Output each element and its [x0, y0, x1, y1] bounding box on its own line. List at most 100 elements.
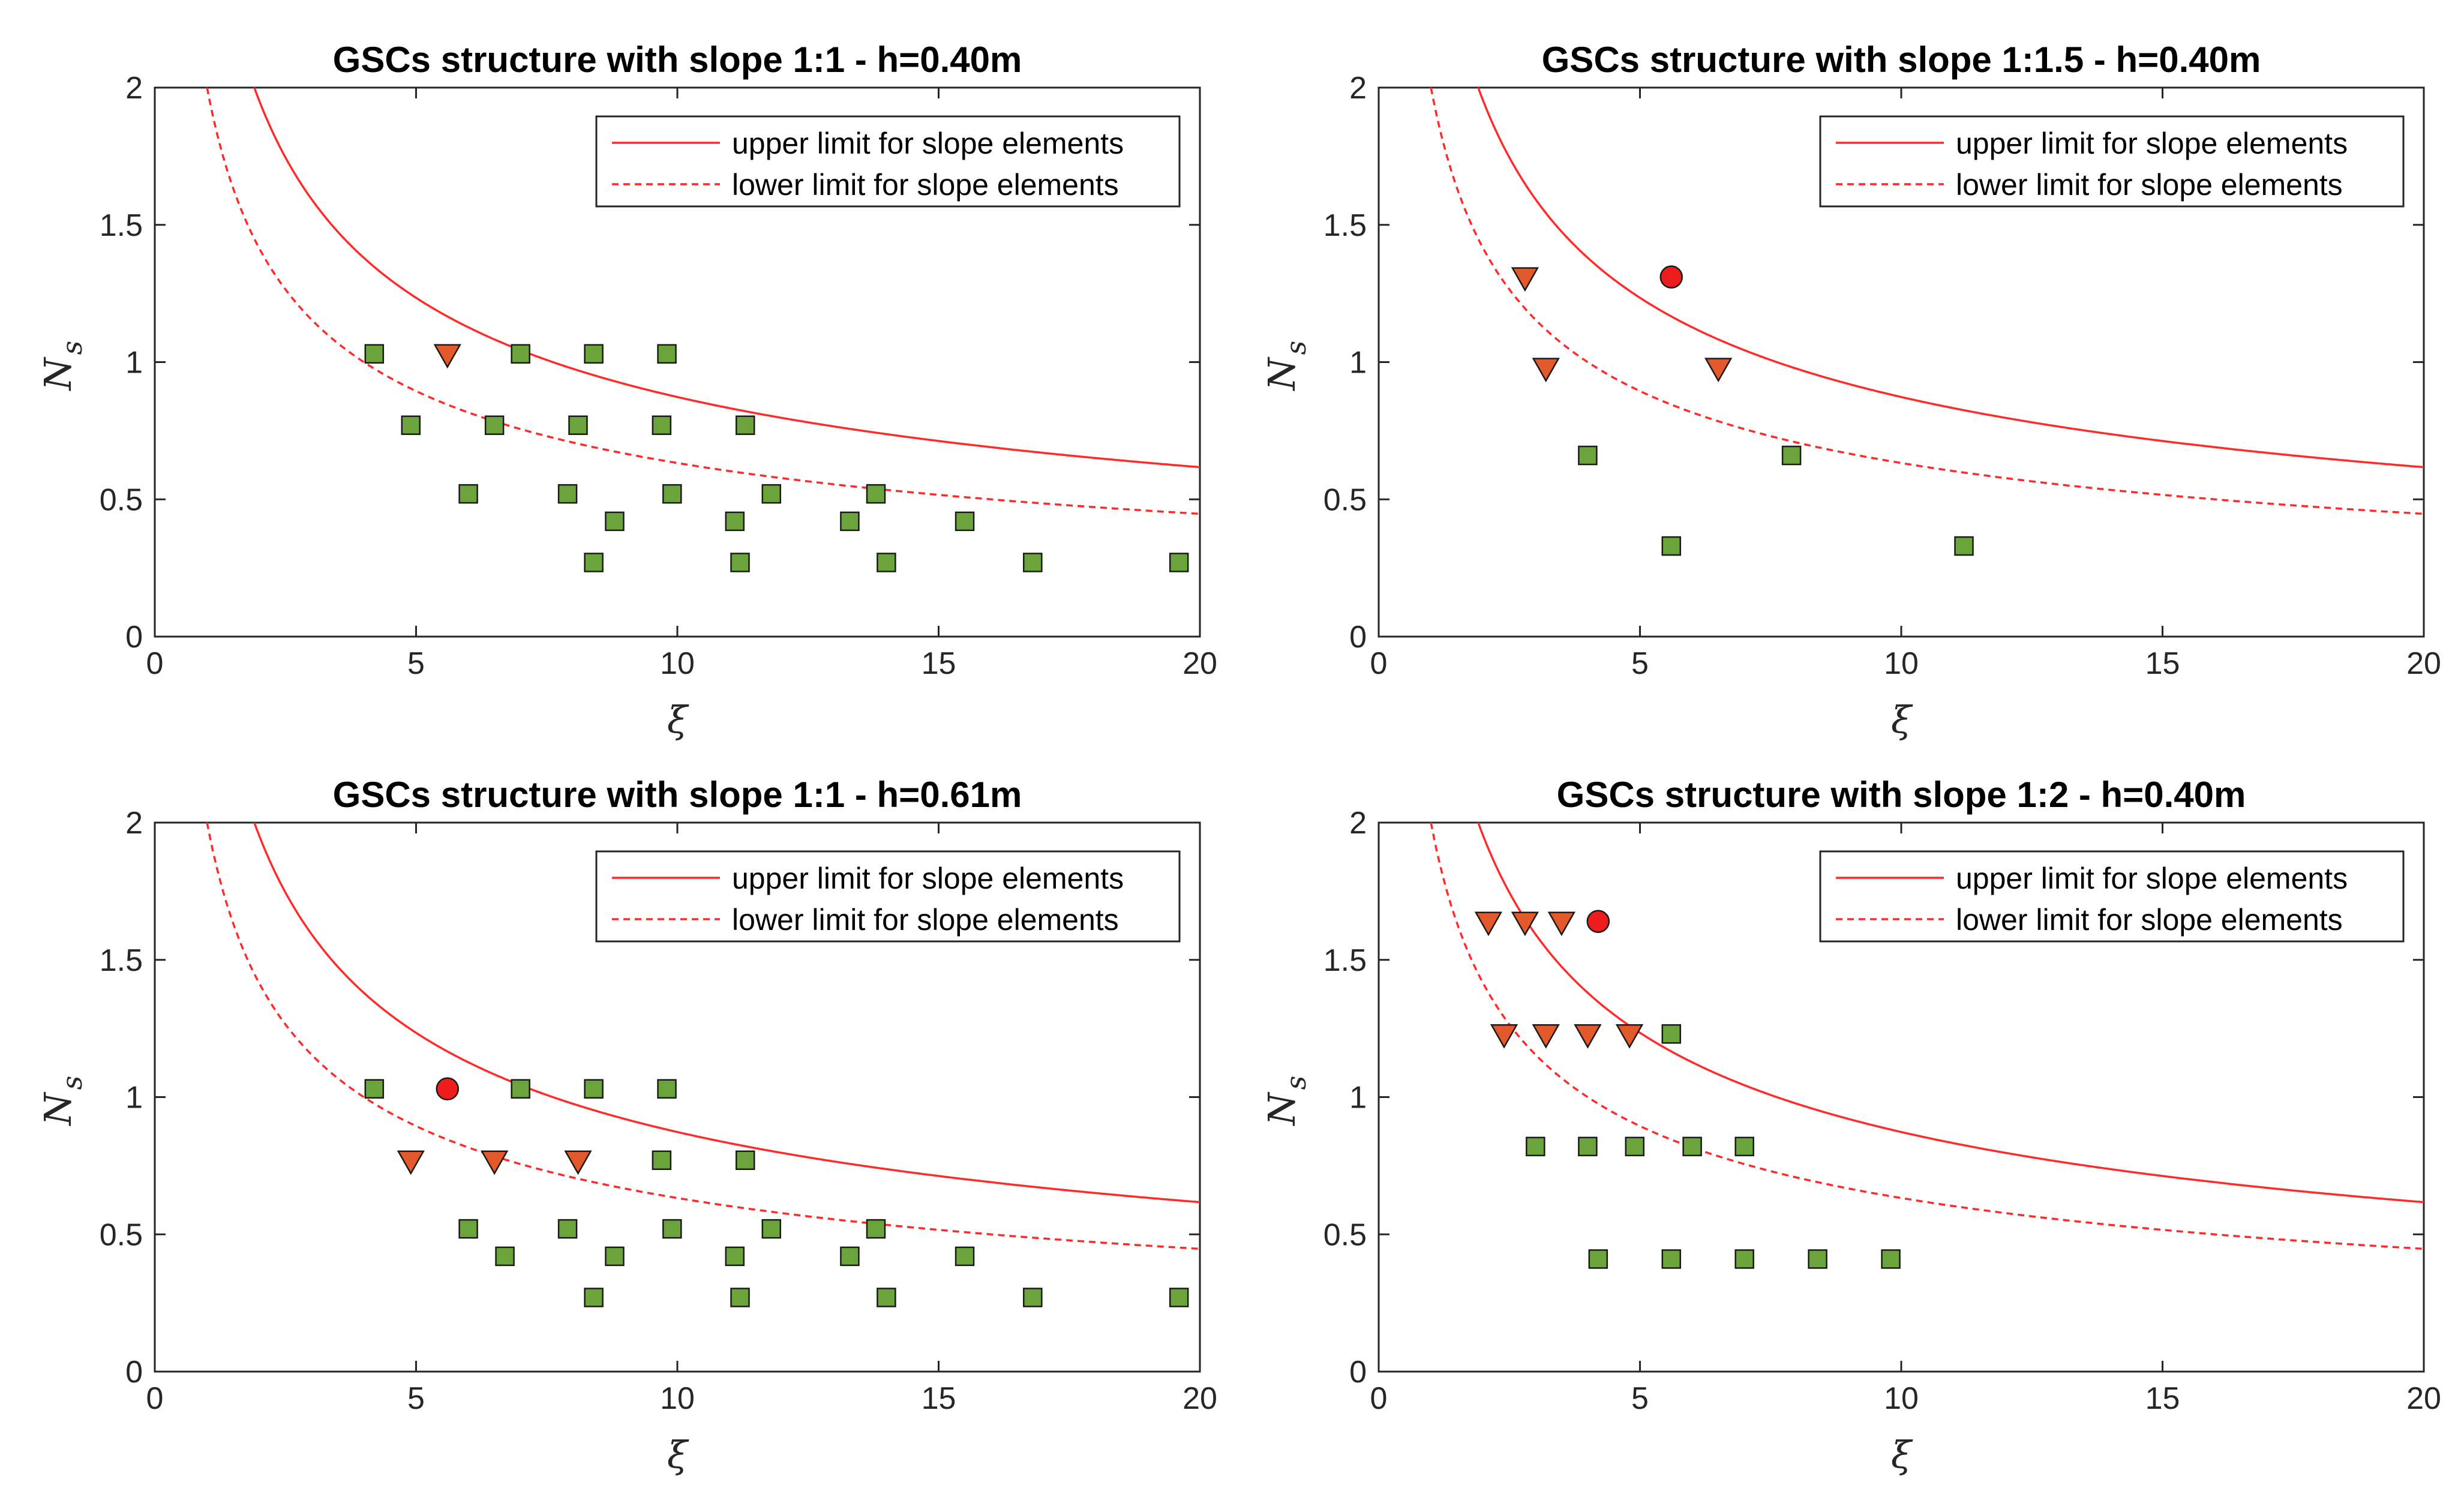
- chart-3-lower-limit-line: [206, 823, 1200, 1250]
- chart-4-square-marker: [1526, 1136, 1545, 1157]
- chart-3-square-marker: [458, 1219, 478, 1239]
- chart-4-triangle-marker: [1490, 1024, 1518, 1049]
- chart-1-y-tick-label: 1: [125, 346, 143, 380]
- chart-1-square-marker: [568, 415, 588, 435]
- chart-4: 0 5 10 15 20 0 0.5 1 1.5 2 ξ Ns GSCs structure with …: [1260, 775, 2441, 1477]
- chart-1-x-tick-label: 15: [922, 646, 956, 681]
- chart-1-square-marker: [730, 553, 750, 572]
- chart-4-square-marker: [1734, 1136, 1754, 1157]
- chart-1-square-marker: [364, 344, 385, 364]
- chart-4-legend-lower-label: lower limit for slope elements: [1956, 903, 2343, 937]
- chart-3-x-axis-label: ξ: [667, 1433, 689, 1477]
- chart-4-square-marker: [1808, 1249, 1827, 1269]
- chart-1-x-tick-label: 20: [1183, 646, 1217, 681]
- chart-2-x-tick-label: 15: [2145, 646, 2180, 681]
- chart-3-circle-marker: [436, 1077, 460, 1101]
- chart-1-square-marker: [1023, 553, 1043, 572]
- chart-3-square-marker: [840, 1246, 860, 1267]
- chart-3-square-marker: [584, 1079, 604, 1099]
- chart-3-triangle-marker: [564, 1150, 592, 1175]
- chart-3-y-axis-label: Ns: [36, 1076, 88, 1127]
- chart-2-triangle-marker: [1532, 358, 1560, 383]
- chart-4-title: GSCs structure with slope 1:2 - h=0.40m: [1557, 775, 2246, 815]
- chart-4-circle-marker: [1586, 910, 1610, 933]
- chart-4-legend-upper-label: upper limit for slope elements: [1956, 862, 2348, 895]
- chart-2-x-tick-label: 20: [2406, 646, 2441, 681]
- chart-4-y-tick-label: 1.5: [1323, 943, 1367, 978]
- chart-2-legend-lower-label: lower limit for slope elements: [1956, 168, 2343, 202]
- chart-3-x-tick-label: 0: [146, 1381, 164, 1416]
- chart-1-square-marker: [725, 511, 745, 532]
- chart-1-square-marker: [401, 415, 421, 435]
- chart-4-triangle-marker: [1547, 911, 1575, 937]
- chart-4-y-axis-label: Ns: [1260, 1076, 1312, 1127]
- chart-4-square-marker: [1682, 1136, 1702, 1157]
- chart-2-x-tick-label: 10: [1884, 646, 1919, 681]
- chart-4-triangle-marker: [1511, 911, 1539, 937]
- chart-1-square-marker: [484, 415, 505, 435]
- chart-3-y-tick-label: 0: [125, 1355, 143, 1390]
- chart-1-square-marker: [955, 511, 975, 532]
- chart-4-x-tick-label: 5: [1631, 1381, 1649, 1416]
- chart-2-y-tick-label: 0: [1349, 620, 1367, 655]
- chart-3-square-marker: [584, 1288, 604, 1307]
- chart-1-square-marker: [458, 484, 478, 504]
- chart-2-lower-limit-line: [1430, 88, 2424, 515]
- chart-1-square-marker: [657, 344, 677, 364]
- chart-2-title: GSCs structure with slope 1:1.5 - h=0.40…: [1542, 40, 2261, 80]
- chart-2-legend: upper limit for slope elements lower limi…: [1819, 115, 2405, 208]
- chart-3-legend-box: [595, 850, 1181, 943]
- chart-1-legend-box: [595, 115, 1181, 208]
- chart-4-x-tick-label: 15: [2145, 1381, 2180, 1416]
- chart-4-y-tick-label: 1: [1349, 1081, 1367, 1115]
- chart-3-legend-lower-label: lower limit for slope elements: [732, 903, 1119, 937]
- chart-3-y-axis-label-main: N: [36, 1091, 80, 1127]
- chart-1-x-axis-label: ξ: [667, 698, 689, 742]
- chart-3-y-tick-label: 1.5: [100, 943, 143, 978]
- chart-1-square-marker: [662, 484, 682, 504]
- chart-1-y-axis-label-sub: s: [56, 341, 88, 355]
- chart-4-y-tick-label: 2: [1349, 806, 1367, 841]
- chart-1-legend-lower-label: lower limit for slope elements: [732, 168, 1119, 202]
- chart-3-square-marker: [866, 1219, 886, 1239]
- chart-4-square-marker: [1734, 1249, 1754, 1269]
- chart-1-y-tick-label: 1.5: [100, 208, 143, 243]
- chart-2-square-marker: [1954, 536, 1974, 556]
- chart-3-square-marker: [657, 1079, 677, 1099]
- chart-2-legend-box: [1819, 115, 2405, 208]
- chart-3-title: GSCs structure with slope 1:1 - h=0.61m: [333, 775, 1022, 815]
- chart-4-triangle-marker: [1615, 1024, 1644, 1049]
- chart-2-triangle-marker: [1511, 267, 1539, 292]
- chart-1-square-marker: [511, 344, 530, 364]
- chart-1-square-marker: [652, 415, 672, 435]
- chart-2-upper-limit-line: [1477, 88, 2424, 469]
- chart-3-square-marker: [730, 1288, 750, 1307]
- chart-4-square-marker: [1661, 1249, 1682, 1269]
- chart-1-legend-upper-label: upper limit for slope elements: [732, 127, 1124, 160]
- chart-2-triangle-marker: [1704, 358, 1733, 383]
- chart-1-lower-limit-line: [206, 88, 1200, 515]
- chart-1-square-marker: [877, 553, 896, 572]
- chart-1-x-tick-label: 0: [146, 646, 164, 681]
- chart-4-square-marker: [1625, 1136, 1645, 1157]
- chart-3-x-tick-label: 15: [922, 1381, 956, 1416]
- chart-4-triangle-marker: [1532, 1024, 1560, 1049]
- chart-1-legend: upper limit for slope elements lower limi…: [595, 115, 1181, 208]
- chart-1-square-marker: [1169, 553, 1189, 572]
- chart-3-square-marker: [557, 1219, 578, 1239]
- chart-1-square-marker: [866, 484, 886, 504]
- chart-2-y-tick-label: 0.5: [1323, 482, 1367, 517]
- chart-3-square-marker: [1023, 1288, 1043, 1307]
- chart-2-y-tick-label: 2: [1349, 71, 1367, 106]
- chart-1-y-tick-label: 0.5: [100, 482, 143, 517]
- chart-3-square-marker: [652, 1150, 672, 1170]
- chart-4-square-marker: [1661, 1024, 1682, 1044]
- chart-4-square-marker: [1588, 1249, 1608, 1269]
- chart-3-legend-upper-label: upper limit for slope elements: [732, 862, 1124, 895]
- chart-1-y-tick-label: 0: [125, 620, 143, 655]
- chart-4-square-marker: [1881, 1249, 1901, 1269]
- chart-1-y-tick-label: 2: [125, 71, 143, 106]
- chart-3-x-tick-label: 20: [1183, 1381, 1217, 1416]
- chart-4-x-tick-label: 0: [1370, 1381, 1388, 1416]
- chart-3-limit-curves: [206, 823, 1200, 1250]
